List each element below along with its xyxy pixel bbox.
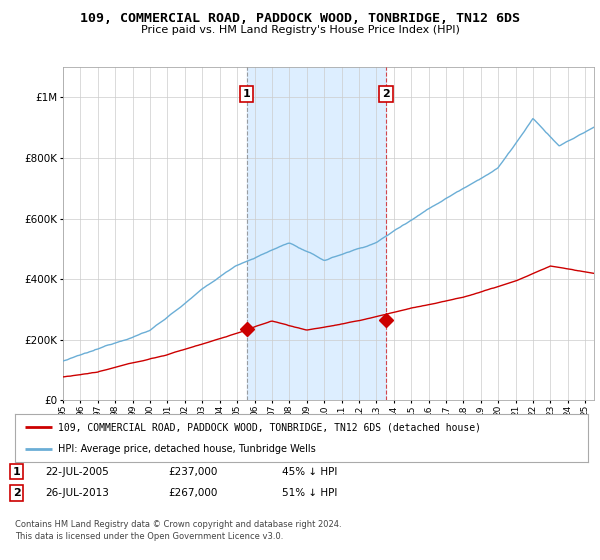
Text: 1: 1 xyxy=(13,466,20,477)
Text: 109, COMMERCIAL ROAD, PADDOCK WOOD, TONBRIDGE, TN12 6DS (detached house): 109, COMMERCIAL ROAD, PADDOCK WOOD, TONB… xyxy=(58,422,481,432)
Text: Price paid vs. HM Land Registry's House Price Index (HPI): Price paid vs. HM Land Registry's House … xyxy=(140,25,460,35)
Text: 51% ↓ HPI: 51% ↓ HPI xyxy=(282,488,337,498)
Bar xyxy=(247,67,386,400)
Text: 2: 2 xyxy=(13,488,20,498)
Text: 22-JUL-2005: 22-JUL-2005 xyxy=(45,466,109,477)
Text: 1: 1 xyxy=(243,89,251,99)
Text: 45% ↓ HPI: 45% ↓ HPI xyxy=(282,466,337,477)
Text: 26-JUL-2013: 26-JUL-2013 xyxy=(45,488,109,498)
Text: Contains HM Land Registry data © Crown copyright and database right 2024.
This d: Contains HM Land Registry data © Crown c… xyxy=(15,520,341,541)
Text: 2: 2 xyxy=(382,89,390,99)
Text: HPI: Average price, detached house, Tunbridge Wells: HPI: Average price, detached house, Tunb… xyxy=(58,444,316,454)
Text: 109, COMMERCIAL ROAD, PADDOCK WOOD, TONBRIDGE, TN12 6DS: 109, COMMERCIAL ROAD, PADDOCK WOOD, TONB… xyxy=(80,12,520,25)
Text: £237,000: £237,000 xyxy=(168,466,217,477)
Text: £267,000: £267,000 xyxy=(168,488,217,498)
